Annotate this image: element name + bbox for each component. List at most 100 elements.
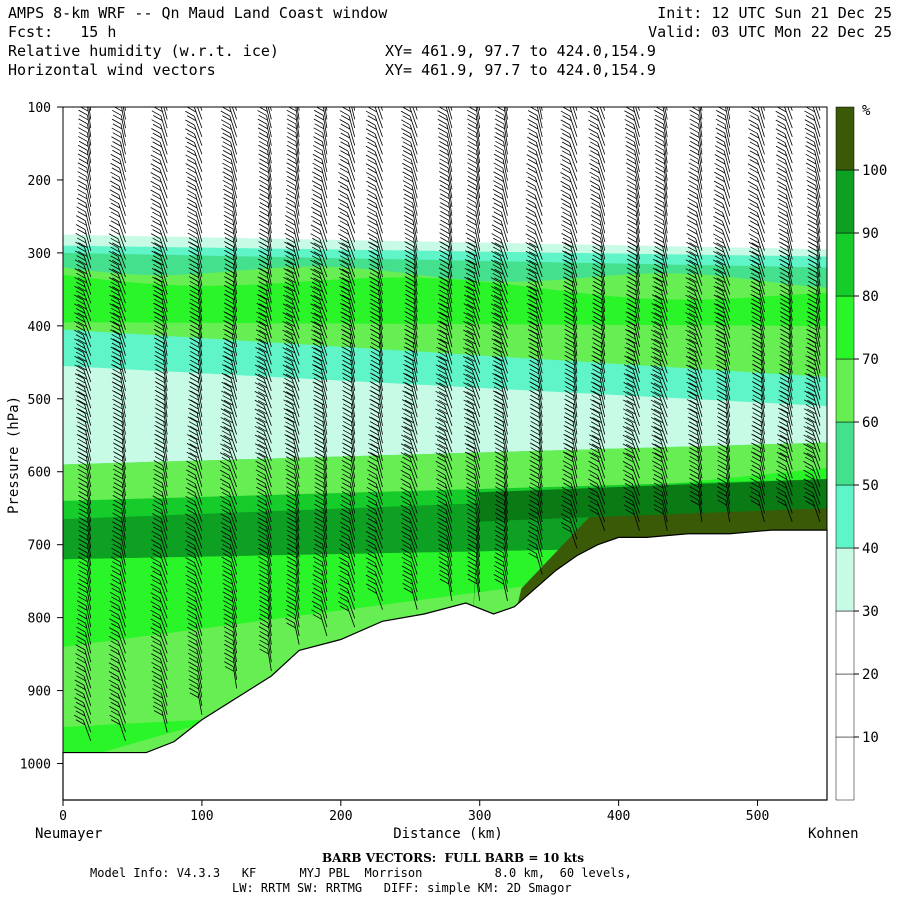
barb-flag <box>624 110 634 117</box>
barb-flag <box>439 141 449 147</box>
barb-flag <box>189 302 199 309</box>
barb-flag <box>437 127 448 134</box>
barb-shaft <box>119 570 126 593</box>
barb-flag <box>285 215 295 221</box>
barb-flag <box>224 298 235 305</box>
barb-flag <box>222 412 232 419</box>
wind-barb <box>109 189 126 216</box>
wind-barb <box>257 276 272 304</box>
barb-flag <box>110 220 121 227</box>
barb-shaft <box>163 430 168 453</box>
barb-flag <box>76 684 86 690</box>
barb-shaft <box>263 378 272 400</box>
barb-flag <box>112 123 123 130</box>
barb-flag <box>258 123 268 130</box>
barb-flag <box>222 123 232 130</box>
barb-flag <box>154 307 164 314</box>
wind-barb <box>313 127 328 155</box>
barb-flag <box>257 285 267 291</box>
wind-barb <box>74 268 92 295</box>
barb-flag <box>152 544 163 550</box>
barb-flag <box>110 171 120 178</box>
barb-flag <box>190 417 200 423</box>
barb-flag <box>256 369 266 375</box>
barb-flag <box>154 242 164 249</box>
barb-shaft <box>86 167 92 190</box>
barb-shaft <box>161 509 168 531</box>
barb-flag <box>265 107 267 108</box>
barb-flag <box>186 553 197 559</box>
barb-flag <box>560 128 570 135</box>
barb-flag <box>655 149 665 156</box>
barb-shaft <box>195 623 203 645</box>
barb-flag <box>626 179 636 186</box>
wind-barb <box>254 382 272 409</box>
barb-shaft <box>84 413 92 435</box>
barb-flag <box>111 167 122 174</box>
barb-flag <box>78 251 88 257</box>
barb-shaft <box>117 667 126 689</box>
barb-flag <box>256 311 266 318</box>
wind-barb <box>255 452 272 479</box>
barb-flag <box>185 548 195 555</box>
wind-barb <box>75 662 92 689</box>
barb-flag <box>222 180 233 186</box>
barb-flag <box>188 228 198 235</box>
barb-flag <box>339 127 349 134</box>
barb-flag <box>220 513 230 520</box>
barb-flag <box>445 107 447 108</box>
barb-flag <box>112 338 123 345</box>
barb-flag <box>367 232 377 239</box>
barb-flag <box>348 107 350 108</box>
barb-shaft <box>264 465 272 488</box>
barb-flag <box>529 84 538 89</box>
barb-flag <box>654 171 665 177</box>
wind-barb <box>313 136 328 164</box>
barb-flag <box>111 364 121 370</box>
wind-barb <box>185 128 203 155</box>
barb-flag <box>258 552 269 559</box>
barb-flag <box>78 144 88 151</box>
barb-flag <box>76 442 87 449</box>
barb-shaft <box>229 413 238 435</box>
wind-barb <box>74 338 92 365</box>
barb-shaft <box>194 151 203 173</box>
wind-barb <box>150 557 168 584</box>
barb-shaft <box>232 640 238 663</box>
barb-shaft <box>194 501 203 523</box>
barb-flag <box>152 150 162 157</box>
barb-flag <box>150 163 160 170</box>
barb-flag <box>152 570 162 577</box>
barb-flag <box>256 504 267 510</box>
barb-shaft <box>267 561 272 584</box>
barb-shaft <box>229 107 238 129</box>
barb-flag <box>466 188 477 195</box>
barb-flag <box>221 456 231 463</box>
barb-flag <box>114 98 123 103</box>
barb-shaft <box>82 326 92 348</box>
barb-flag <box>74 312 84 318</box>
wind-barb <box>185 592 203 619</box>
barb-flag <box>77 582 87 589</box>
barb-flag <box>588 94 597 99</box>
barb-flag <box>256 413 266 419</box>
barb-flag <box>439 175 450 182</box>
barb-flag <box>313 127 323 134</box>
barb-flag <box>437 93 446 98</box>
barb-flag <box>467 175 478 182</box>
barb-flag <box>401 94 410 99</box>
wind-barb <box>186 189 203 216</box>
barb-flag <box>467 167 478 173</box>
barb-flag <box>75 232 85 239</box>
barb-flag <box>152 93 161 98</box>
barb-flag <box>491 215 502 222</box>
barb-flag <box>78 417 88 424</box>
barb-flag <box>151 539 161 546</box>
barb-flag <box>153 468 163 475</box>
barb-flag <box>254 408 265 415</box>
wind-barb <box>185 504 203 531</box>
barb-flag <box>152 696 162 703</box>
wind-barb <box>493 153 508 181</box>
wind-barb <box>77 573 92 601</box>
barb-flag <box>155 351 165 357</box>
